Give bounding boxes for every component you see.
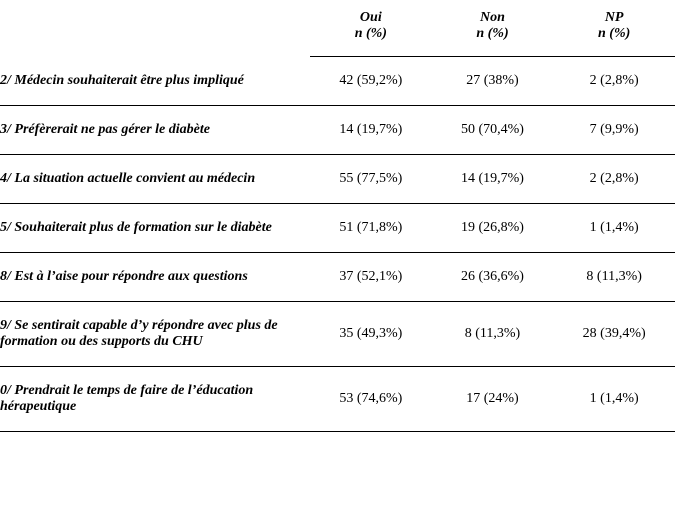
table-row: 3/ Préfèrerait ne pas gérer le diabète 1… (0, 106, 675, 155)
header-np: NP n (%) (553, 0, 675, 57)
header-oui: Oui n (%) (310, 0, 432, 57)
table-row: 4/ La situation actuelle convient au méd… (0, 155, 675, 204)
table-row: 0/ Prendrait le temps de faire de l’éduc… (0, 367, 675, 432)
row-label: 8/ Est à l’aise pour répondre aux questi… (0, 253, 310, 302)
row-label: 5/ Souhaiterait plus de formation sur le… (0, 204, 310, 253)
row-non: 8 (11,3%) (432, 302, 554, 367)
header-non-line1: Non (480, 10, 505, 25)
table-row: 2/ Médecin souhaiterait être plus impliq… (0, 57, 675, 106)
row-non: 27 (38%) (432, 57, 554, 106)
row-non: 19 (26,8%) (432, 204, 554, 253)
row-label: 2/ Médecin souhaiterait être plus impliq… (0, 57, 310, 106)
header-non: Non n (%) (432, 0, 554, 57)
row-np: 7 (9,9%) (553, 106, 675, 155)
row-np: 1 (1,4%) (553, 204, 675, 253)
row-oui: 14 (19,7%) (310, 106, 432, 155)
row-label: 9/ Se sentirait capable d’y répondre ave… (0, 302, 310, 367)
row-oui: 42 (59,2%) (310, 57, 432, 106)
row-non: 50 (70,4%) (432, 106, 554, 155)
table-row: 8/ Est à l’aise pour répondre aux questi… (0, 253, 675, 302)
row-oui: 55 (77,5%) (310, 155, 432, 204)
table-row: 5/ Souhaiterait plus de formation sur le… (0, 204, 675, 253)
row-np: 28 (39,4%) (553, 302, 675, 367)
row-np: 8 (11,3%) (553, 253, 675, 302)
row-label: 4/ La situation actuelle convient au méd… (0, 155, 310, 204)
row-np: 1 (1,4%) (553, 367, 675, 432)
row-non: 17 (24%) (432, 367, 554, 432)
row-non: 14 (19,7%) (432, 155, 554, 204)
row-label: 3/ Préfèrerait ne pas gérer le diabète (0, 106, 310, 155)
header-row: Oui n (%) Non n (%) NP n (%) (0, 0, 675, 57)
row-non: 26 (36,6%) (432, 253, 554, 302)
survey-table: Oui n (%) Non n (%) NP n (%) 2/ Médecin … (0, 0, 675, 432)
header-oui-line1: Oui (360, 10, 382, 25)
header-oui-line2: n (%) (355, 26, 387, 41)
row-label: 0/ Prendrait le temps de faire de l’éduc… (0, 367, 310, 432)
row-oui: 51 (71,8%) (310, 204, 432, 253)
table-row: 9/ Se sentirait capable d’y répondre ave… (0, 302, 675, 367)
header-non-line2: n (%) (476, 26, 508, 41)
row-np: 2 (2,8%) (553, 57, 675, 106)
row-oui: 35 (49,3%) (310, 302, 432, 367)
row-np: 2 (2,8%) (553, 155, 675, 204)
header-np-line2: n (%) (598, 26, 630, 41)
row-oui: 37 (52,1%) (310, 253, 432, 302)
header-empty (0, 0, 310, 57)
header-np-line1: NP (605, 10, 624, 25)
row-oui: 53 (74,6%) (310, 367, 432, 432)
